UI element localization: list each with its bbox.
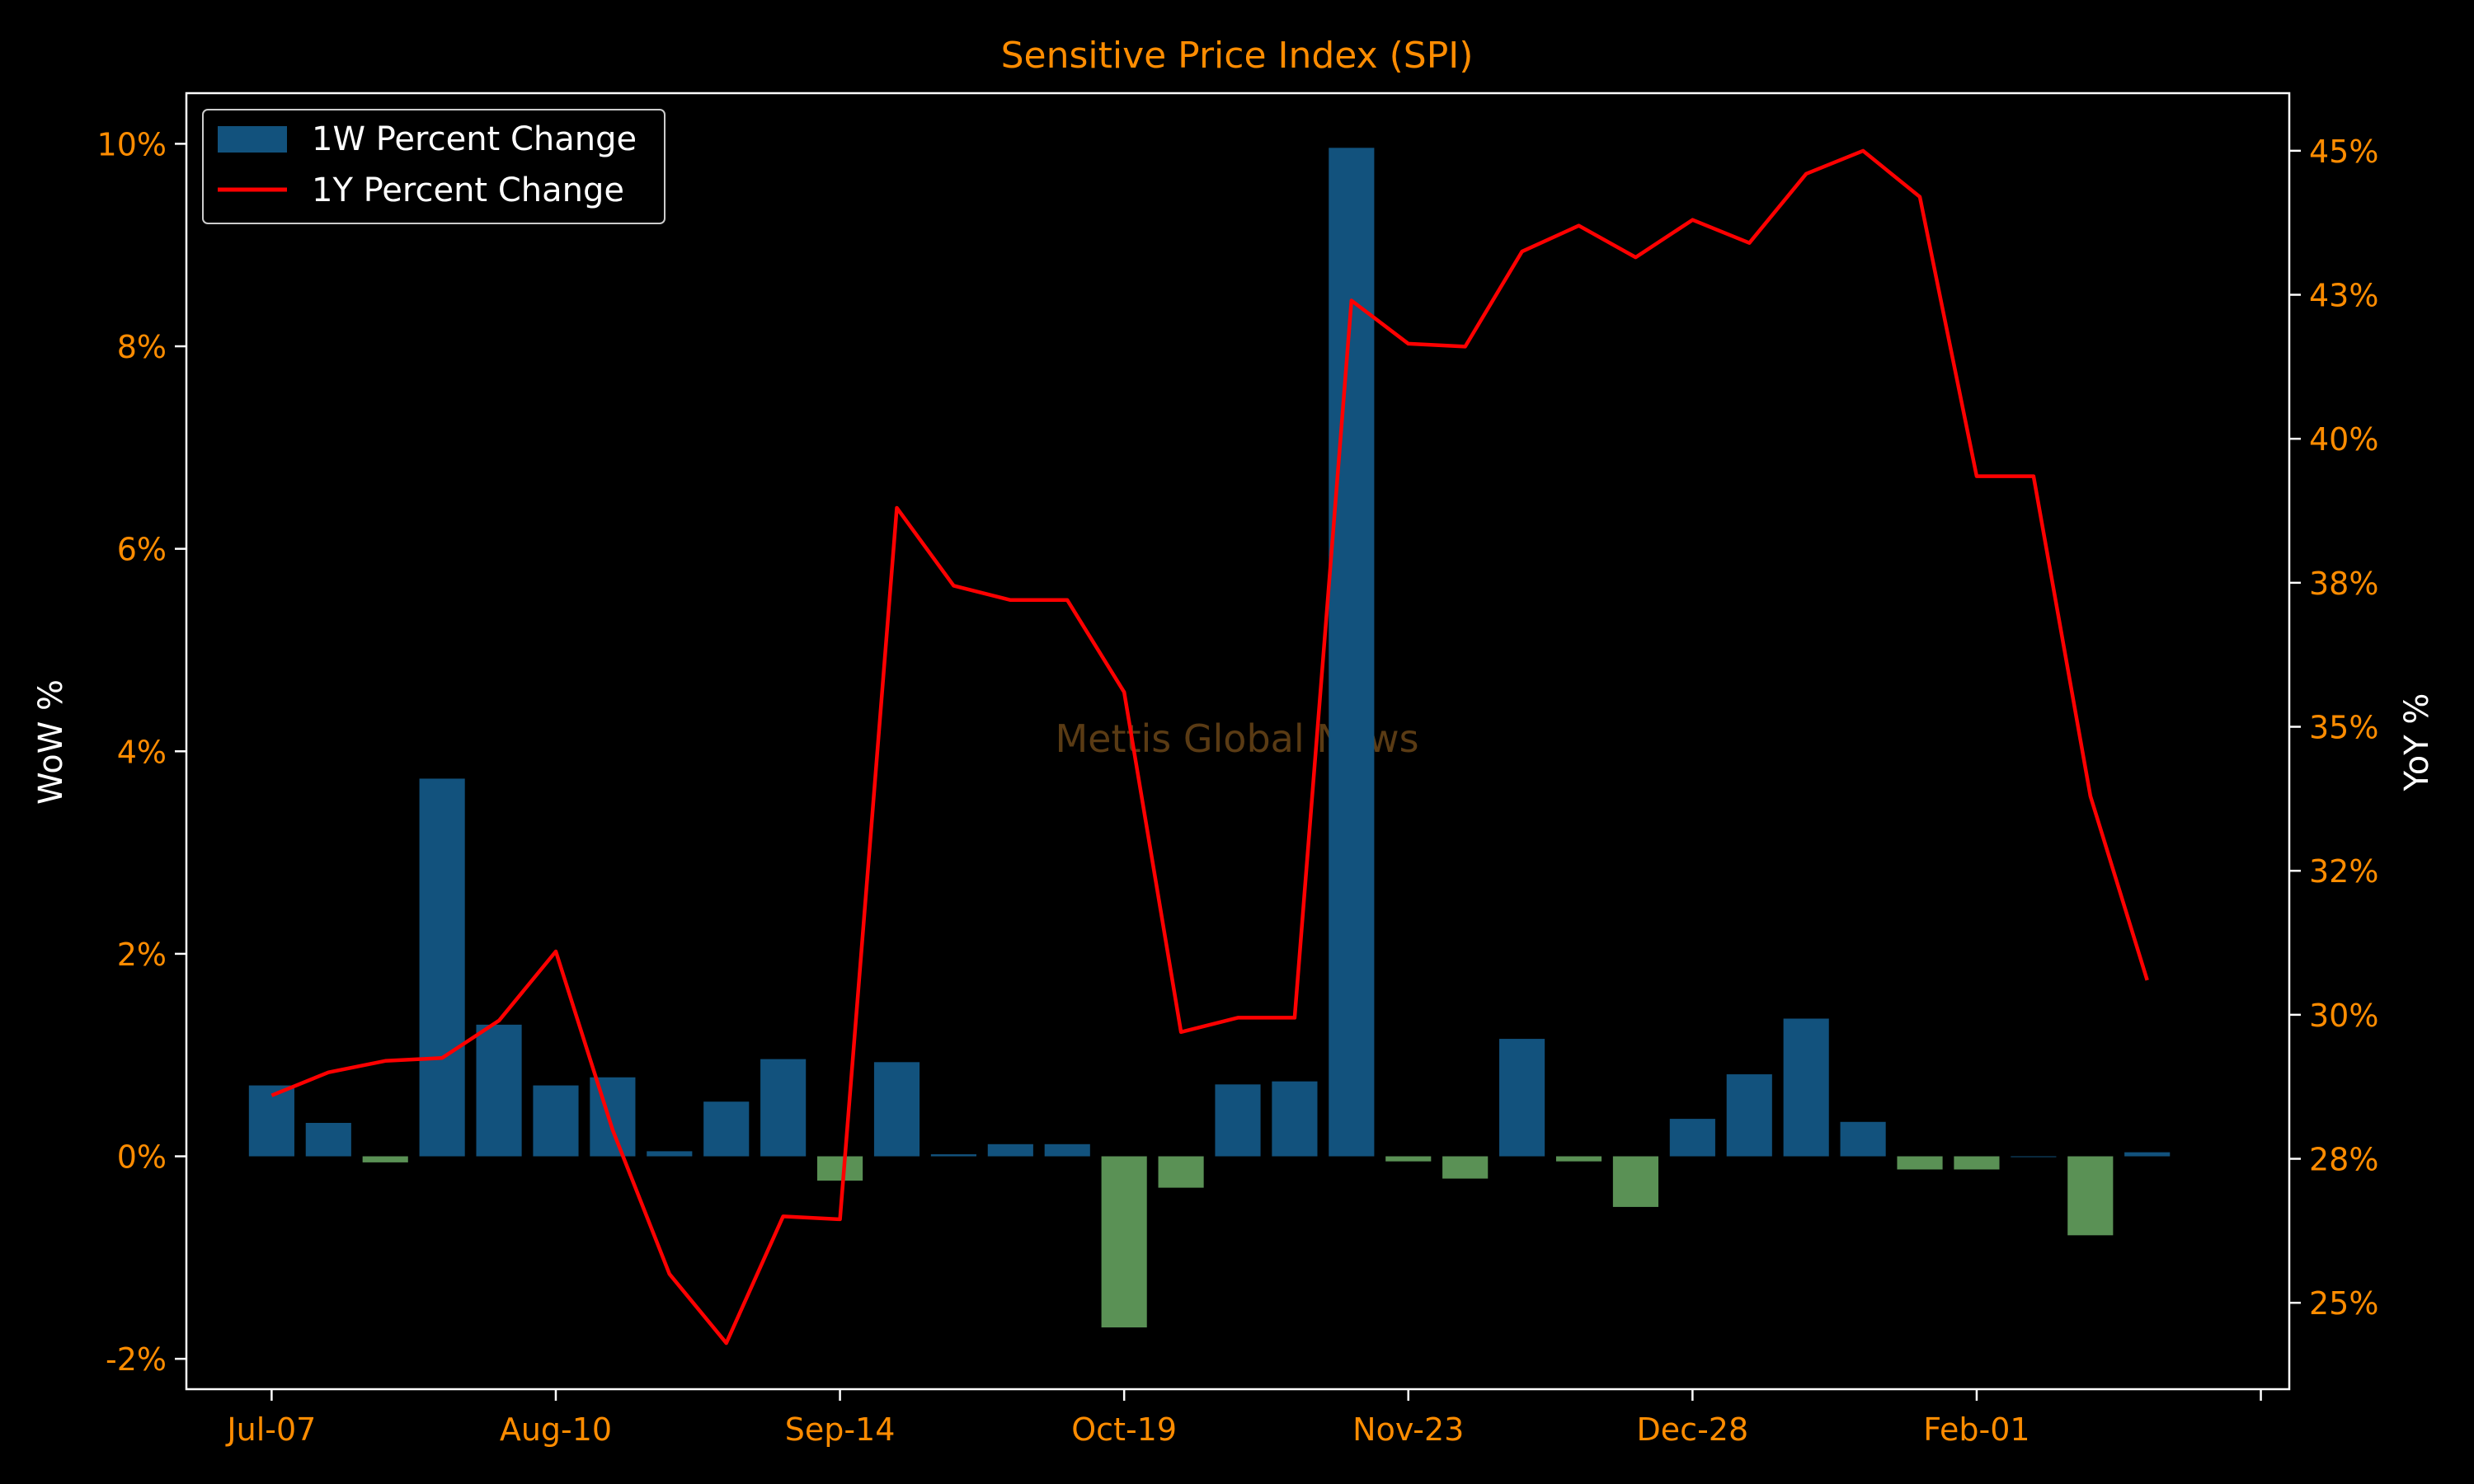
wow-bar: [1726, 1074, 1772, 1157]
right-y-tick-label: 25%: [2309, 1285, 2378, 1322]
left-y-tick-label: 2%: [117, 937, 167, 973]
right-y-axis: 25% 28% 30% 32% 35% 38% 40% 43% 45%: [2289, 134, 2378, 1322]
wow-bar: [1499, 1039, 1545, 1157]
wow-bar: [1442, 1156, 1489, 1179]
wow-bar: [1783, 1018, 1829, 1157]
left-y-tick-label: 8%: [117, 329, 167, 365]
x-tick-label: Feb-01: [1923, 1411, 2030, 1448]
wow-bar: [760, 1059, 807, 1157]
wow-bar: [1385, 1156, 1432, 1162]
left-y-tick-label: -2%: [106, 1341, 167, 1378]
wow-bar: [1840, 1121, 1886, 1157]
right-y-tick-label: 30%: [2309, 998, 2378, 1034]
wow-bar: [703, 1101, 750, 1157]
wow-bar: [476, 1024, 522, 1157]
x-tick-label: Oct-19: [1071, 1411, 1177, 1448]
wow-bar: [1101, 1156, 1147, 1328]
wow-bar: [1215, 1084, 1261, 1157]
right-y-tick-label: 43%: [2309, 278, 2378, 314]
x-axis: Jul-07 Aug-10 Sep-14 Oct-19 Nov-23 Dec-28 Feb-…: [225, 1389, 2262, 1448]
wow-bar: [248, 1085, 294, 1157]
yoy-line-group: [270, 148, 2149, 1345]
wow-bar: [1555, 1156, 1602, 1162]
x-tick-label: Aug-10: [500, 1411, 612, 1448]
right-y-tick-label: 35%: [2309, 710, 2378, 746]
wow-bar: [1158, 1156, 1204, 1188]
wow-bar: [362, 1156, 408, 1162]
wow-bar: [1044, 1144, 1090, 1157]
left-y-tick-label: 6%: [117, 532, 167, 568]
x-tick-label: Jul-07: [225, 1411, 316, 1448]
wow-bar: [533, 1085, 579, 1157]
wow-bar: [987, 1144, 1033, 1157]
wow-bar: [305, 1123, 351, 1157]
left-y-tick-label: 0%: [117, 1139, 167, 1176]
wow-bar: [419, 778, 465, 1157]
right-y-tick-label: 40%: [2309, 421, 2378, 458]
left-y-tick-label: 10%: [97, 126, 167, 162]
wow-bar: [817, 1156, 863, 1181]
legend-label-yoy: 1Y Percent Change: [312, 171, 624, 209]
x-tick-label: Dec-28: [1637, 1411, 1749, 1448]
wow-bar: [1897, 1156, 1943, 1170]
wow-bar: [930, 1154, 976, 1157]
wow-bar: [873, 1062, 920, 1157]
legend-frame: [202, 109, 666, 224]
wow-bar: [1669, 1119, 1715, 1157]
wow-bar: [647, 1151, 693, 1157]
yoy-line: [270, 148, 2149, 1345]
plot-frame: [185, 92, 2291, 1391]
x-tick-label: Sep-14: [785, 1411, 896, 1448]
right-y-tick-label: 45%: [2309, 134, 2378, 170]
chart-title: Sensitive Price Index (SPI): [1001, 35, 1474, 77]
right-y-tick-label: 32%: [2309, 853, 2378, 890]
left-y-axis: -2% 0% 2% 4% 6% 8% 10%: [97, 126, 186, 1378]
left-y-tick-label: 4%: [117, 734, 167, 770]
right-y-axis-label: YoY %: [2398, 693, 2436, 792]
wow-bar: [590, 1077, 636, 1157]
wow-bar: [2067, 1156, 2114, 1236]
left-y-axis-label: WoW %: [32, 679, 70, 805]
wow-bar: [2011, 1156, 2057, 1158]
legend: 1W Percent Change 1Y Percent Change: [202, 109, 666, 224]
right-y-tick-label: 38%: [2309, 566, 2378, 602]
right-y-tick-label: 28%: [2309, 1142, 2378, 1178]
wow-bar: [1272, 1081, 1318, 1157]
legend-swatch-wow: [218, 126, 287, 153]
legend-label-wow: 1W Percent Change: [312, 120, 637, 158]
wow-bar: [1954, 1156, 2000, 1170]
wow-bar: [1612, 1156, 1658, 1207]
wow-bar: [2124, 1152, 2171, 1157]
x-tick-label: Nov-23: [1352, 1411, 1464, 1448]
